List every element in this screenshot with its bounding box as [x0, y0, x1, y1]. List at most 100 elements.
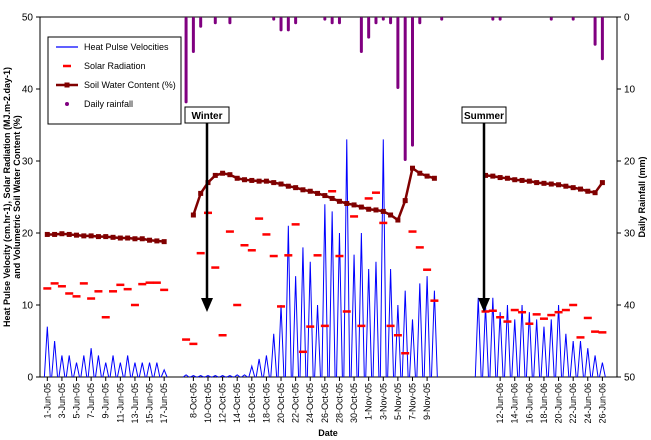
soil-water-marker [541, 180, 547, 186]
soil-water-marker [366, 206, 372, 212]
soil-water-marker [336, 198, 342, 204]
heat-pulse-spike [598, 362, 606, 378]
heat-pulse-spike [248, 364, 256, 378]
heat-pulse-spike [277, 304, 285, 378]
soil-water-marker [161, 239, 167, 245]
soil-water-marker [263, 178, 269, 184]
soil-water-marker [190, 212, 196, 218]
heat-pulse-spike [270, 333, 278, 378]
soil-water-marker [95, 234, 101, 240]
rainfall-bar [323, 17, 327, 21]
legend-box [47, 36, 182, 125]
heat-pulse-spike [314, 304, 321, 378]
heat-pulse-spike [525, 312, 533, 378]
rainfall-bar [593, 17, 597, 46]
soil-water-marker [497, 175, 503, 181]
soil-water-marker [256, 178, 262, 184]
soil-water-marker [388, 212, 394, 218]
rainfall-bar [440, 17, 444, 21]
y2-tick-label: 0 [624, 13, 630, 24]
soil-water-marker [351, 202, 357, 208]
soil-water-marker [577, 186, 583, 192]
soil-water-marker [329, 195, 335, 201]
heat-pulse-spike [204, 375, 212, 378]
legend-label: Heat Pulse Velocities [84, 42, 169, 52]
legend-swatch [65, 102, 69, 106]
y-tick-label: 20 [22, 229, 34, 240]
soil-water-marker [300, 187, 306, 193]
soil-water-marker [227, 172, 233, 178]
x-tick-label: 1-Jun-05 [42, 383, 52, 419]
heat-pulse-spike [423, 276, 431, 378]
heat-pulse-spike [197, 375, 204, 378]
x-tick-label: 3-Nov-05 [378, 383, 388, 420]
heat-pulse-spike [474, 297, 482, 378]
x-tick-label: 30-Oct-05 [349, 383, 359, 423]
heat-pulse-spike [80, 355, 88, 378]
heat-pulse-spike [95, 355, 102, 378]
legend-label: Soil Water Content (%) [84, 80, 176, 90]
heat-pulse-spike [409, 319, 416, 378]
x-tick-label: 16-Oct-05 [247, 383, 257, 423]
heat-pulse-spike [58, 355, 66, 378]
heat-pulse-spike [153, 362, 161, 378]
soil-water-marker [315, 190, 321, 196]
soil-water-marker [44, 231, 50, 237]
rainfall-bar [184, 17, 188, 104]
soil-water-marker [417, 170, 423, 176]
soil-water-marker [110, 234, 116, 240]
heat-pulse-spike [372, 261, 380, 378]
x-tick-label: 12-Oct-05 [218, 383, 228, 423]
soil-water-marker [358, 204, 364, 210]
heat-pulse-spike [482, 304, 489, 378]
heat-pulse-spike [131, 362, 139, 378]
rainfall-bar [294, 17, 298, 25]
y-tick-label: 40 [22, 85, 34, 96]
heat-pulse-spike [102, 362, 110, 378]
x-tick-label: 10-Oct-05 [203, 383, 213, 423]
annotation: Winter [184, 106, 230, 312]
soil-water-marker [212, 172, 218, 178]
heat-pulse-spike [591, 355, 599, 378]
soil-water-marker [548, 181, 554, 187]
rainfall-bar [498, 17, 502, 21]
rainfall-bar [571, 17, 575, 21]
soil-water-marker [556, 182, 562, 188]
soil-water-marker [59, 231, 65, 237]
x-tick-label: 20-Oct-05 [276, 383, 286, 423]
heat-pulse-spike [233, 374, 241, 378]
soil-water-marker [74, 232, 80, 238]
heat-pulse-spike [226, 375, 234, 378]
soil-water-marker [344, 200, 350, 206]
x-tick-label: 26-Jun-06 [597, 383, 607, 424]
legend-label: Daily rainfall [84, 99, 133, 109]
soil-water-marker [504, 175, 510, 181]
rainfall-bar [396, 17, 400, 89]
rainfall-bar [374, 17, 378, 25]
soil-water-marker [271, 180, 277, 186]
soil-water-marker [402, 198, 408, 204]
soil-water-marker [52, 231, 58, 237]
y-tick-label: 50 [22, 13, 34, 24]
heat-pulse-spike [299, 247, 307, 378]
soil-water-marker [483, 172, 489, 178]
heat-pulse-spike [284, 225, 292, 378]
rainfall-bar [403, 17, 407, 161]
soil-water-marker [380, 208, 386, 214]
soil-water-marker [198, 190, 204, 196]
x-tick-label: 20-Jun-06 [554, 383, 564, 424]
soil-water-marker [117, 235, 123, 241]
rainfall-bar [549, 17, 553, 21]
soil-water-marker [563, 183, 569, 189]
x-tick-label: 18-Jun-06 [539, 383, 549, 424]
x-tick-label: 15-Jun-05 [145, 383, 155, 424]
x-tick-label: 22-Jun-06 [568, 383, 578, 424]
heat-pulse-spike [533, 319, 541, 378]
soil-water-marker [293, 185, 299, 191]
x-tick-label: 14-Oct-05 [232, 383, 242, 423]
annotation-arrowhead [478, 298, 490, 312]
rainfall-bar [272, 17, 276, 21]
heat-pulse-spike [562, 333, 570, 378]
soil-water-marker [249, 177, 255, 183]
rainfall-bar [359, 17, 363, 53]
